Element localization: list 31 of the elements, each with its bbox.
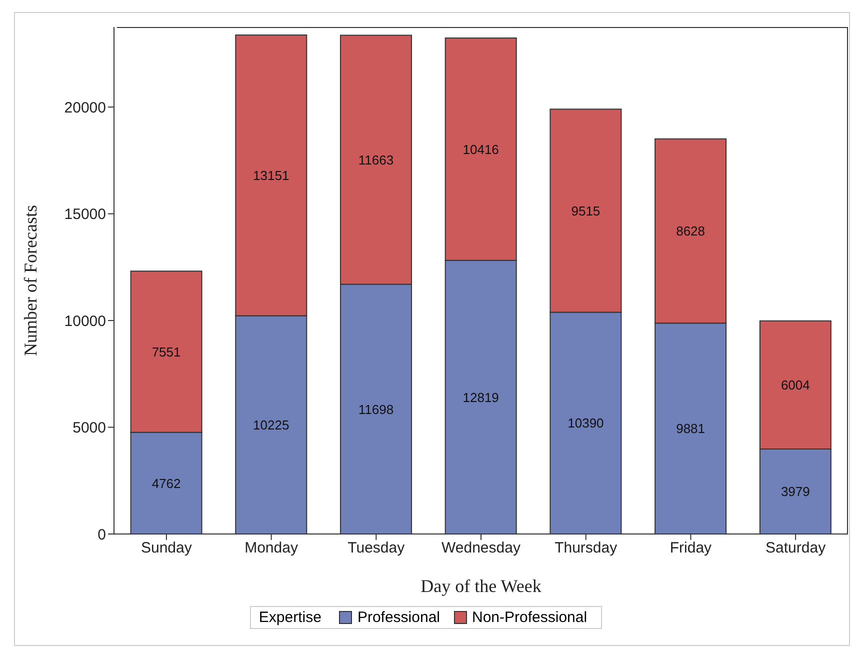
data-label: 12819 [462,390,499,405]
y-tick-label: 5000 [72,420,106,437]
data-label: 11698 [358,402,394,417]
y-tick-label: 15000 [64,206,106,224]
data-label: 4762 [152,476,181,491]
data-label: 9881 [676,421,706,436]
data-label: 11663 [358,152,394,168]
legend-label: Professional [357,609,440,626]
data-label: 7551 [152,344,181,360]
data-label: 10225 [253,417,290,432]
data-label: 13151 [253,168,290,183]
x-tick-label: Friday [670,540,712,557]
data-label: 8628 [676,224,706,239]
x-tick-label: Saturday [766,540,826,557]
x-tick-label: Monday [244,540,298,557]
y-axis-title: Number of Forecasts [20,205,40,356]
data-label: 10416 [462,142,499,157]
legend-label: Non-Professional [472,609,588,626]
x-tick-label: Tuesday [348,540,406,557]
data-label: 3979 [780,484,810,500]
data-label: 9515 [571,203,600,218]
y-tick-label: 10000 [64,312,106,330]
x-tick-label: Thursday [554,540,618,557]
y-tick-label: 20000 [64,99,106,116]
x-tick-label: Sunday [140,540,192,557]
data-label: 6004 [780,378,810,393]
legend-title: Expertise [258,609,322,626]
x-axis-title: Day of the Week [420,576,542,596]
x-tick-label: Wednesday [442,540,521,557]
y-tick-label: 0 [98,526,106,544]
data-label: 10390 [568,416,604,431]
